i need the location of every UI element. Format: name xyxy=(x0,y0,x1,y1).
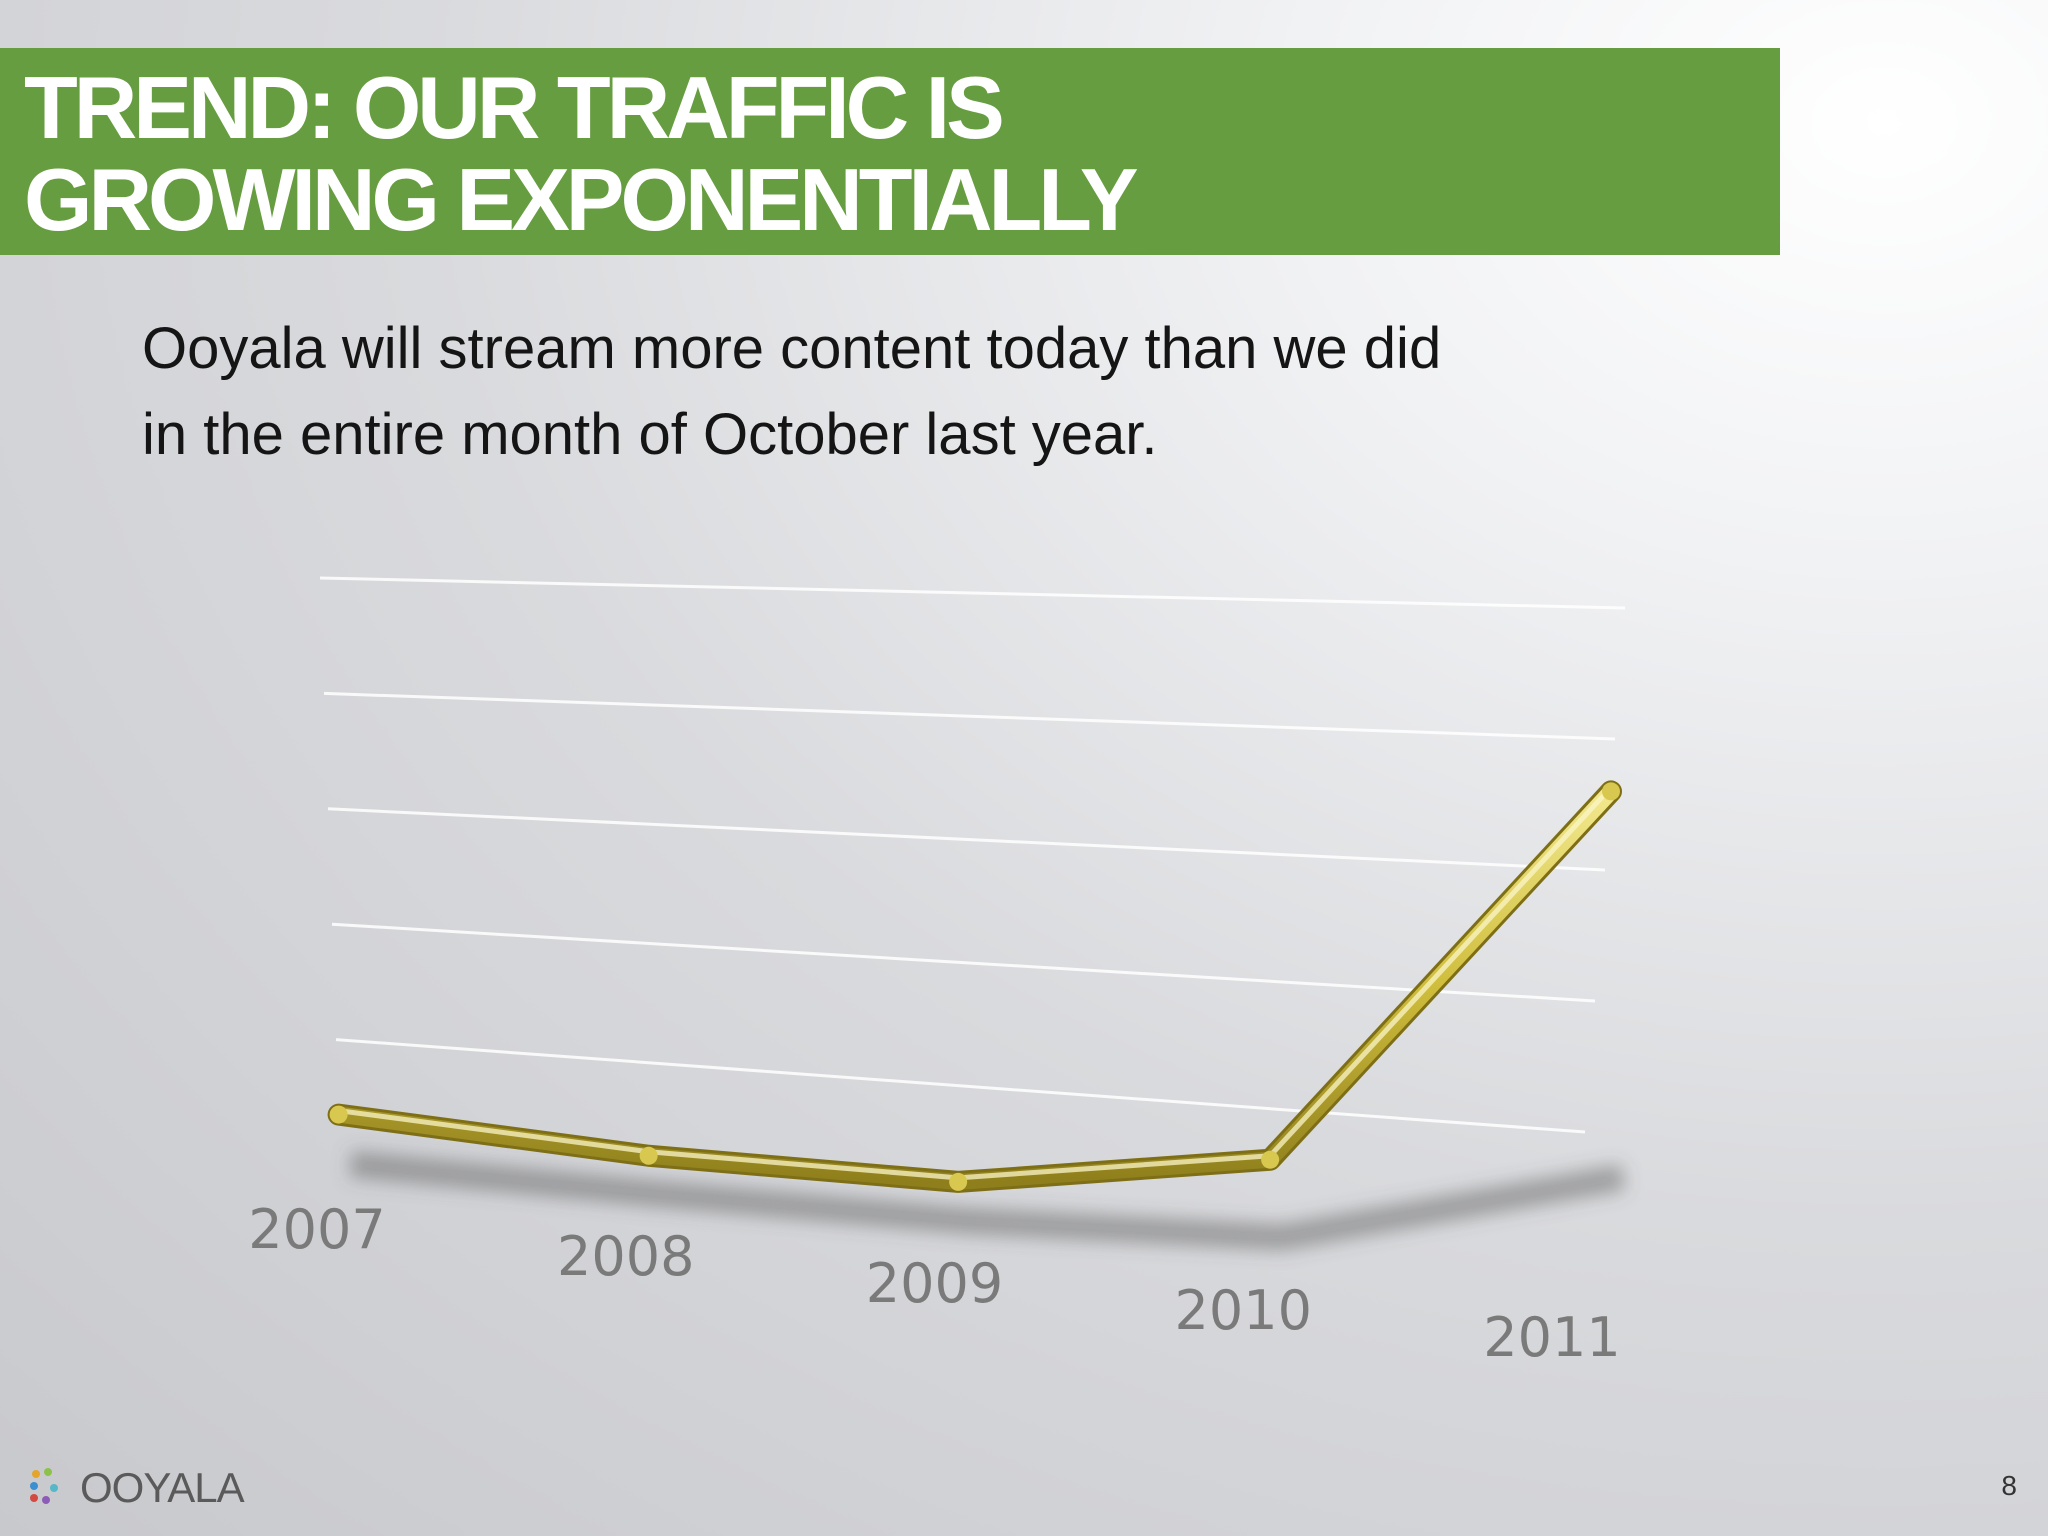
data-point-2007 xyxy=(329,1105,348,1124)
data-point-2011 xyxy=(1602,782,1620,801)
page-number: 8 xyxy=(2001,1470,2017,1501)
chart-series xyxy=(327,780,1622,1193)
chart-line-shadow xyxy=(349,1151,1626,1251)
slide-title-line-2: GROWING EXPONENTIALLY xyxy=(24,150,1139,249)
series-shadow xyxy=(349,1151,1626,1251)
x-tick-label: 2010 xyxy=(1175,1279,1312,1342)
logo-text: OOYALA xyxy=(80,1464,245,1511)
data-point-2010 xyxy=(1261,1150,1280,1169)
series-line xyxy=(330,783,1619,1190)
gridline xyxy=(335,1038,1586,1134)
x-tick-label: 2008 xyxy=(557,1225,694,1288)
slide-subtitle: Ooyala will stream more content today th… xyxy=(142,306,1762,478)
ooyala-logo-mark-icon xyxy=(28,1466,72,1510)
x-tick-label: 2009 xyxy=(866,1252,1003,1315)
data-point-2009 xyxy=(949,1172,968,1191)
x-axis-tick-labels: 2007 2008 2009 2010 2011 xyxy=(248,1198,1620,1369)
x-tick-label: 2011 xyxy=(1483,1306,1620,1369)
slide-title: TREND: OUR TRAFFIC IS GROWING EXPONENTIA… xyxy=(24,58,1139,249)
title-band: TREND: OUR TRAFFIC IS GROWING EXPONENTIA… xyxy=(0,48,1780,255)
gridline xyxy=(331,922,1596,1003)
subtitle-line-1: Ooyala will stream more content today th… xyxy=(142,316,1442,381)
slide-title-line-1: TREND: OUR TRAFFIC IS xyxy=(24,58,1005,157)
gridline xyxy=(319,576,1626,610)
ooyala-logo: OOYALA xyxy=(28,1464,245,1511)
gridline xyxy=(323,691,1616,741)
subtitle-line-2: in the entire month of October last year… xyxy=(142,402,1158,467)
data-point-2008 xyxy=(639,1146,658,1165)
x-tick-label: 2007 xyxy=(248,1198,385,1261)
chart-gridlines xyxy=(319,576,1626,1134)
gridline xyxy=(327,807,1606,872)
